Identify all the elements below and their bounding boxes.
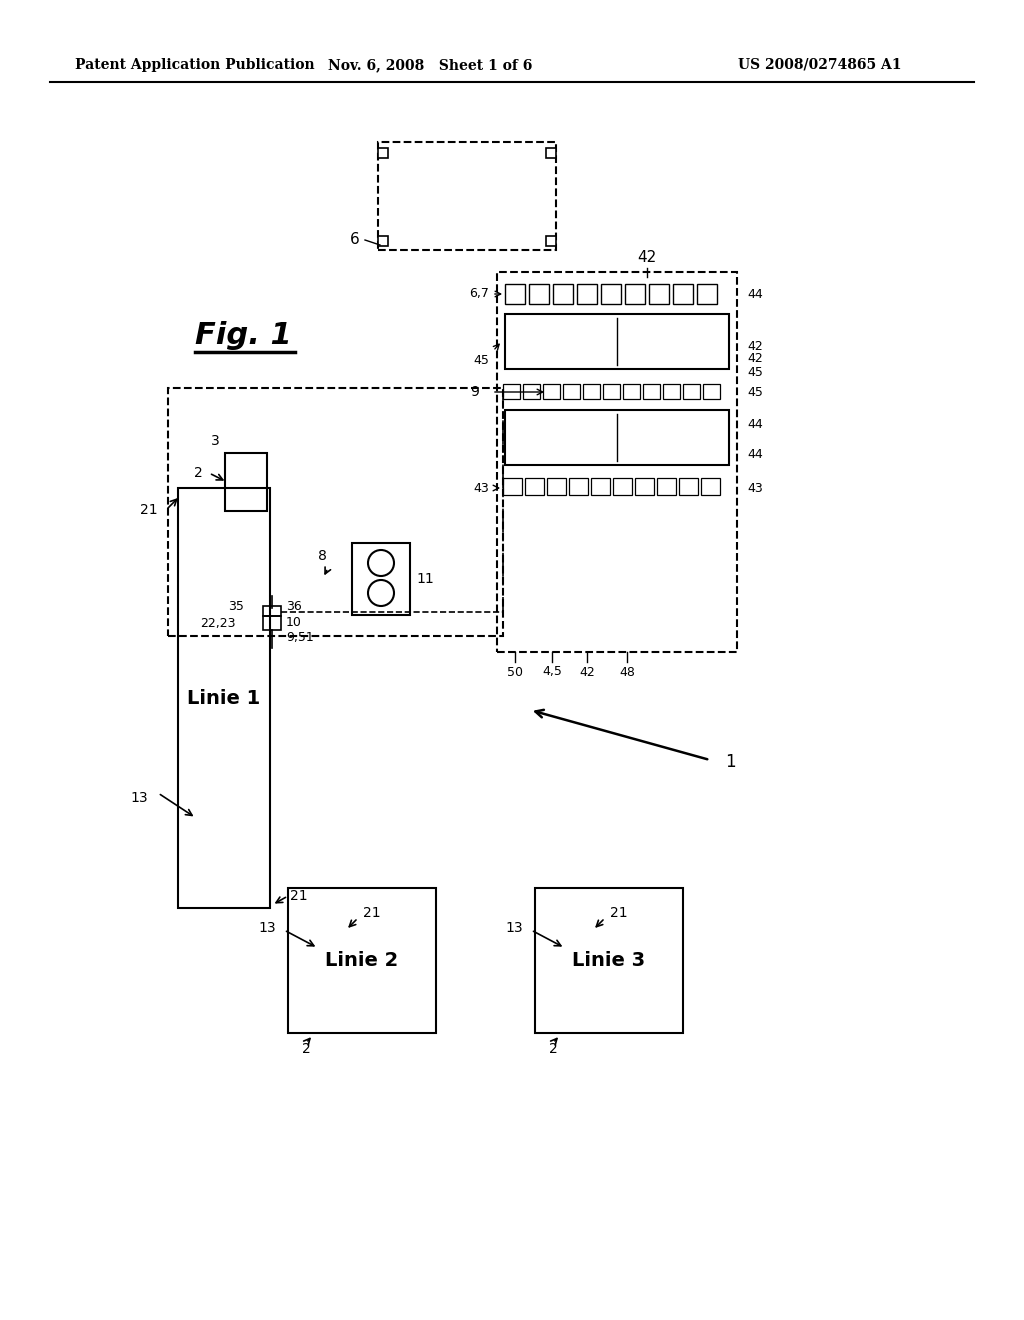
- Bar: [378, 236, 388, 246]
- Bar: [701, 478, 720, 495]
- Bar: [591, 478, 610, 495]
- Text: US 2008/0274865 A1: US 2008/0274865 A1: [738, 58, 902, 73]
- Text: 44: 44: [746, 449, 763, 462]
- Bar: [683, 384, 700, 399]
- Bar: [352, 543, 410, 615]
- Bar: [523, 384, 540, 399]
- Bar: [679, 478, 698, 495]
- Bar: [625, 284, 645, 304]
- Text: 9: 9: [470, 385, 479, 399]
- Bar: [505, 284, 525, 304]
- Bar: [225, 453, 267, 511]
- Text: 42: 42: [746, 341, 763, 354]
- Bar: [583, 384, 600, 399]
- Text: 45: 45: [746, 385, 763, 399]
- Bar: [378, 143, 556, 249]
- Text: 22,23: 22,23: [201, 618, 236, 631]
- Text: 13: 13: [258, 921, 276, 935]
- Bar: [505, 314, 729, 370]
- Bar: [503, 478, 522, 495]
- Text: 6,7: 6,7: [469, 288, 489, 301]
- Bar: [497, 272, 737, 652]
- Bar: [288, 888, 436, 1034]
- Bar: [525, 478, 544, 495]
- Text: 10: 10: [286, 615, 302, 628]
- Text: Linie 3: Linie 3: [572, 950, 645, 969]
- Bar: [643, 384, 660, 399]
- Text: 13: 13: [130, 791, 148, 805]
- Text: 45: 45: [473, 355, 489, 367]
- Text: 2: 2: [549, 1041, 557, 1056]
- Text: 4,5: 4,5: [542, 665, 562, 678]
- Text: 2: 2: [195, 466, 203, 480]
- Bar: [529, 284, 549, 304]
- Text: 13: 13: [506, 921, 523, 935]
- Text: 3: 3: [211, 434, 220, 447]
- Text: 42: 42: [637, 251, 656, 265]
- Text: Fig. 1: Fig. 1: [195, 321, 292, 350]
- Text: 21: 21: [610, 906, 628, 920]
- Text: 44: 44: [746, 288, 763, 301]
- Text: 2: 2: [302, 1041, 310, 1056]
- Text: 43: 43: [473, 482, 489, 495]
- Bar: [535, 888, 683, 1034]
- Bar: [649, 284, 669, 304]
- Bar: [553, 284, 573, 304]
- Bar: [613, 478, 632, 495]
- Bar: [569, 478, 588, 495]
- Text: 21: 21: [140, 503, 158, 517]
- Text: 8: 8: [318, 549, 327, 564]
- Bar: [635, 478, 654, 495]
- Text: 6: 6: [350, 232, 360, 248]
- Text: 35: 35: [228, 599, 244, 612]
- Text: Patent Application Publication: Patent Application Publication: [75, 58, 314, 73]
- Bar: [543, 384, 560, 399]
- Bar: [546, 148, 556, 158]
- Text: Nov. 6, 2008   Sheet 1 of 6: Nov. 6, 2008 Sheet 1 of 6: [328, 58, 532, 73]
- Bar: [673, 284, 693, 304]
- Text: 36: 36: [286, 599, 302, 612]
- Text: 21: 21: [290, 888, 307, 903]
- Bar: [547, 478, 566, 495]
- Bar: [603, 384, 620, 399]
- Bar: [663, 384, 680, 399]
- Text: 42: 42: [580, 665, 595, 678]
- Bar: [546, 236, 556, 246]
- Bar: [601, 284, 621, 304]
- Text: 21: 21: [362, 906, 381, 920]
- Text: 45: 45: [746, 366, 763, 379]
- Bar: [703, 384, 720, 399]
- Text: 48: 48: [620, 665, 635, 678]
- Text: 44: 44: [746, 418, 763, 432]
- Bar: [178, 488, 270, 908]
- Bar: [697, 284, 717, 304]
- Bar: [263, 616, 281, 630]
- Bar: [378, 148, 388, 158]
- Text: Linie 2: Linie 2: [326, 950, 398, 969]
- Bar: [563, 384, 580, 399]
- Bar: [577, 284, 597, 304]
- Bar: [623, 384, 640, 399]
- Text: 1: 1: [725, 752, 735, 771]
- Bar: [168, 388, 503, 636]
- Text: Linie 1: Linie 1: [187, 689, 261, 708]
- Text: 9,51: 9,51: [286, 631, 313, 644]
- Bar: [657, 478, 676, 495]
- Bar: [505, 411, 729, 465]
- Text: 50: 50: [507, 665, 523, 678]
- Bar: [263, 606, 281, 616]
- Bar: [503, 384, 520, 399]
- Text: 42: 42: [746, 352, 763, 366]
- Text: 11: 11: [416, 572, 434, 586]
- Text: 43: 43: [746, 482, 763, 495]
